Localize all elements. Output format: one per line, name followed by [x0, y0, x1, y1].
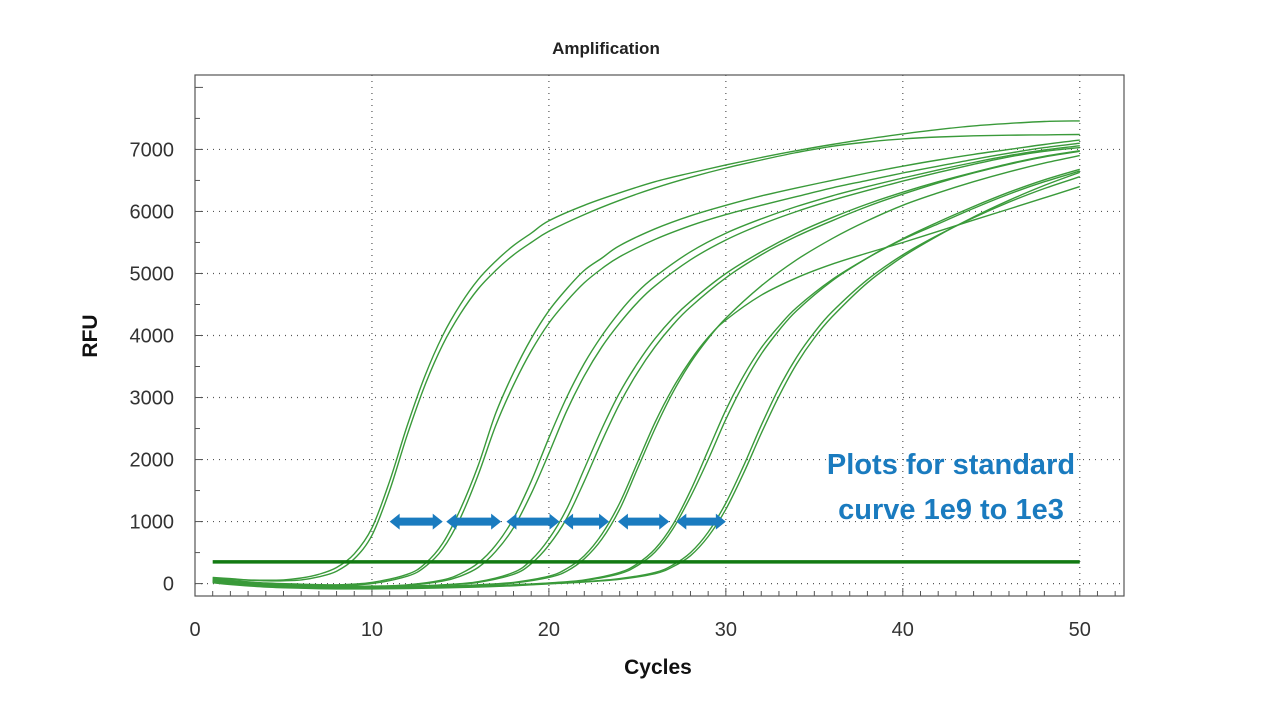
x-tick-label: 50	[1069, 619, 1091, 641]
x-tick-label: 10	[361, 619, 383, 641]
y-axis-label: RFU	[79, 314, 102, 357]
y-tick-label: 7000	[130, 139, 175, 161]
y-tick-label: 5000	[130, 263, 175, 285]
annotation-line-1: Plots for standard	[827, 449, 1075, 481]
amplification-curve-13	[212, 176, 1081, 590]
grid	[195, 75, 1124, 596]
amplification-curve-4	[212, 142, 1080, 587]
amplification-curve-9	[212, 185, 1081, 589]
double-arrow	[506, 513, 560, 530]
double-arrow	[676, 513, 726, 530]
annotation-line-2: curve 1e9 to 1e3	[838, 494, 1064, 526]
amplification-curves	[212, 120, 1081, 590]
axis-ticks: 0 10 20 30 40 50 0 1000 2000 3000 4000 5000 6000 7000	[130, 86, 1116, 641]
y-tick-label: 6000	[130, 201, 175, 223]
x-tick-label: 40	[892, 619, 914, 641]
amplification-curve-1	[212, 120, 1080, 581]
amplification-curve-3	[212, 139, 1080, 586]
double-arrow	[563, 513, 610, 530]
double-arrow	[617, 513, 670, 530]
amplification-curve-14	[212, 171, 1081, 590]
amplification-curve-2	[212, 133, 1080, 582]
y-tick-label: 4000	[130, 326, 175, 348]
x-tick-label: 0	[189, 619, 200, 641]
y-tick-label: 3000	[130, 388, 175, 410]
double-arrow	[446, 513, 502, 530]
double-arrow	[389, 513, 443, 530]
x-tick-label: 20	[538, 619, 560, 641]
chart-title: Amplification	[552, 39, 660, 58]
x-axis-label: Cycles	[624, 656, 692, 679]
y-tick-label: 2000	[130, 450, 175, 472]
y-tick-label: 0	[163, 574, 174, 596]
cycle-spacing-arrows	[389, 513, 726, 530]
y-tick-label: 1000	[130, 512, 175, 534]
x-tick-label: 30	[715, 619, 737, 641]
